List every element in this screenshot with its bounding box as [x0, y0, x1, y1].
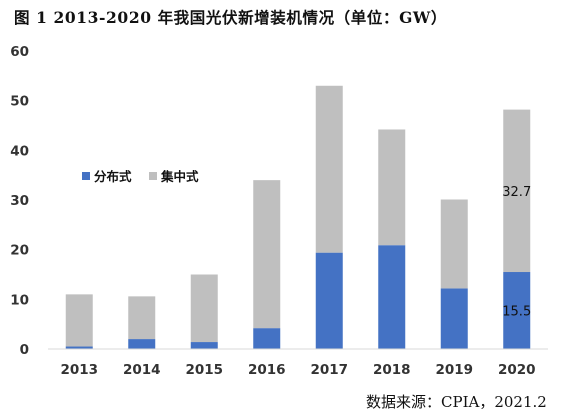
bar-2017-series-0 [315, 252, 343, 349]
y-tick-label: 30 [10, 193, 29, 209]
legend-swatch-1 [149, 172, 157, 180]
bar-2019-series-1 [440, 199, 468, 289]
x-tick-label: 2013 [60, 362, 98, 378]
y-tick-label: 10 [10, 292, 29, 308]
bar-2020-series-1 [503, 109, 531, 273]
chart-title: 图 1 2013-2020 年我国光伏新增装机情况（单位：GW） [14, 8, 448, 27]
x-tick-label: 2016 [248, 362, 286, 378]
bar-2020-series-0 [503, 272, 531, 349]
bar-2019-series-0 [440, 288, 468, 349]
bar-2014-series-0 [128, 339, 156, 349]
bar-2016-series-1 [253, 180, 281, 329]
data-label: 15.5 [502, 305, 531, 320]
bar-2013-series-1 [65, 294, 93, 347]
x-tick-label: 2020 [498, 362, 536, 378]
x-tick-label: 2015 [185, 362, 223, 378]
legend: 分布式 集中式 [82, 169, 199, 184]
data-label: 32.7 [502, 185, 531, 200]
bar-2014-series-1 [128, 296, 156, 340]
legend-label-0: 分布式 [94, 169, 132, 184]
bar-2015-series-0 [190, 342, 218, 349]
y-tick-label: 60 [10, 44, 29, 60]
bar-2015-series-1 [190, 274, 218, 343]
x-axis: 2013 2014 2015 2016 2017 2018 2019 2020 [48, 348, 548, 378]
x-tick-label: 2014 [123, 362, 161, 378]
y-axis: 0 10 20 30 40 50 60 [10, 44, 29, 358]
y-tick-label: 0 [20, 342, 29, 358]
bar-2018-series-1 [378, 129, 406, 246]
legend-swatch-0 [82, 172, 90, 180]
x-tick-label: 2017 [310, 362, 348, 378]
bar-2013-series-0 [65, 346, 93, 349]
source-note: 数据来源：CPIA，2021.2 [366, 393, 547, 411]
bar-2017-series-1 [315, 85, 343, 253]
y-tick-label: 20 [10, 243, 29, 259]
bar-2016-series-0 [253, 328, 281, 349]
legend-label-1: 集中式 [160, 169, 199, 184]
bars [65, 85, 531, 349]
data-labels: 32.7 15.5 [502, 185, 531, 320]
x-tick-label: 2018 [373, 362, 411, 378]
y-tick-label: 50 [10, 94, 29, 110]
y-tick-label: 40 [10, 143, 29, 159]
x-tick-label: 2019 [435, 362, 473, 378]
bar-2018-series-0 [378, 245, 406, 349]
